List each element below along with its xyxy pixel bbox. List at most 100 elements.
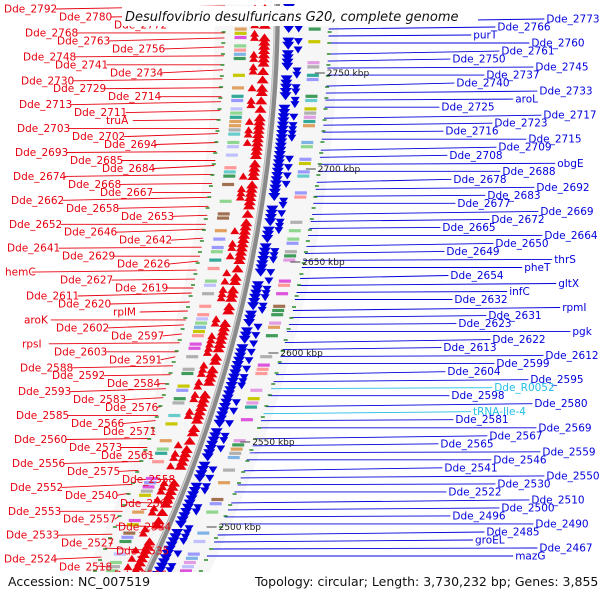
- left-gene-label[interactable]: Dde_2741: [55, 59, 108, 71]
- right-gene-label[interactable]: Dde_2733: [539, 86, 592, 98]
- right-gene-label[interactable]: Dde_2715: [528, 134, 581, 146]
- left-gene-label[interactable]: Dde_2674: [13, 171, 67, 183]
- right-gene-label[interactable]: aroL: [515, 94, 538, 106]
- left-gene-label[interactable]: Dde_2763: [57, 35, 110, 47]
- right-gene-label[interactable]: Dde_2708: [449, 150, 502, 162]
- right-gene-label[interactable]: Dde_2467: [539, 543, 592, 555]
- left-gene-label[interactable]: Dde_2583: [73, 394, 126, 406]
- right-gene-label[interactable]: Dde_2565: [440, 438, 493, 450]
- left-gene-label[interactable]: Dde_2534: [118, 522, 172, 534]
- right-gene-label[interactable]: Dde_2665: [442, 222, 495, 234]
- left-gene-label[interactable]: Dde_2591: [109, 354, 162, 366]
- right-gene-label[interactable]: Dde_2760: [531, 38, 584, 50]
- left-gene-label[interactable]: Dde_2573: [69, 442, 122, 454]
- right-gene-label[interactable]: gltX: [558, 278, 579, 290]
- right-gene-label[interactable]: Dde_2530: [497, 478, 550, 490]
- left-gene-label[interactable]: Dde_2566: [71, 418, 125, 430]
- left-gene-label[interactable]: Dde_2558: [122, 474, 175, 486]
- right-gene-label[interactable]: Dde_2709: [498, 142, 551, 154]
- right-gene-label[interactable]: thrS: [554, 254, 576, 266]
- left-gene-label[interactable]: Dde_2711: [74, 107, 127, 119]
- left-gene-label[interactable]: Dde_2702: [72, 131, 125, 143]
- left-gene-label[interactable]: Dde_2626: [117, 259, 171, 271]
- right-gene-label[interactable]: Dde_2669: [540, 206, 593, 218]
- right-gene-label[interactable]: Dde_2522: [448, 486, 501, 498]
- left-gene-label[interactable]: Dde_2685: [70, 155, 123, 167]
- right-gene-label[interactable]: Dde_2672: [491, 214, 544, 226]
- left-gene-label[interactable]: Dde_2713: [19, 99, 72, 111]
- left-gene-label[interactable]: Dde_2734: [110, 67, 164, 79]
- right-gene-label[interactable]: Dde_2677: [457, 198, 510, 210]
- left-gene-label[interactable]: Dde_2571: [103, 426, 156, 438]
- left-gene-label[interactable]: Dde_2792: [4, 4, 57, 16]
- right-gene-label[interactable]: Dde_2485: [486, 527, 539, 539]
- left-gene-label[interactable]: Dde_2694: [104, 139, 158, 151]
- right-gene-label[interactable]: Dde_2580: [534, 398, 587, 410]
- left-gene-label[interactable]: Dde_2575: [67, 466, 120, 478]
- left-gene-label[interactable]: Dde_2562: [120, 498, 173, 510]
- right-gene-label[interactable]: mazG: [515, 551, 545, 563]
- right-gene-label[interactable]: Dde_2599: [496, 358, 549, 370]
- right-gene-label[interactable]: Dde_2737: [486, 70, 539, 82]
- right-gene-label[interactable]: Dde_2773: [546, 14, 599, 26]
- right-gene-label[interactable]: pheT: [524, 262, 551, 274]
- right-gene-label[interactable]: Dde_2541: [444, 462, 497, 474]
- left-gene-label[interactable]: Dde_2668: [68, 179, 121, 191]
- left-gene-label[interactable]: Dde_2535: [116, 546, 169, 558]
- left-gene-label[interactable]: Dde_2653: [121, 211, 174, 223]
- left-gene-label[interactable]: Dde_2756: [112, 43, 166, 55]
- right-gene-label[interactable]: purT: [473, 30, 498, 42]
- left-gene-label[interactable]: Dde_2646: [64, 227, 118, 239]
- right-gene-label[interactable]: Dde_2569: [538, 422, 591, 434]
- right-gene-label[interactable]: Dde_2613: [443, 342, 496, 354]
- right-gene-label[interactable]: Dde_2650: [495, 238, 548, 250]
- left-gene-label[interactable]: Dde_2552: [10, 482, 63, 494]
- right-gene-label[interactable]: Dde_2550: [546, 470, 599, 482]
- left-gene-label[interactable]: Dde_2619: [115, 283, 168, 295]
- left-gene-label[interactable]: Dde_2627: [60, 275, 113, 287]
- left-gene-label[interactable]: Dde_2693: [15, 147, 68, 159]
- right-gene-label[interactable]: Dde_2631: [488, 310, 541, 322]
- left-gene-label[interactable]: Dde_2540: [65, 490, 118, 502]
- right-gene-label[interactable]: Dde_2716: [445, 126, 499, 138]
- right-gene-label[interactable]: Dde_2761: [501, 46, 554, 58]
- right-gene-label[interactable]: Dde_2745: [535, 62, 588, 74]
- right-gene-label[interactable]: Dde_2598: [451, 390, 504, 402]
- right-gene-label[interactable]: Dde_2766: [497, 22, 551, 34]
- left-gene-label[interactable]: Dde_2584: [107, 378, 161, 390]
- left-gene-label[interactable]: Dde_2730: [21, 75, 74, 87]
- right-gene-label[interactable]: Dde_2740: [456, 78, 509, 90]
- right-gene-label[interactable]: Dde_2678: [453, 174, 506, 186]
- right-gene-label[interactable]: Dde_2612: [545, 350, 598, 362]
- left-gene-label[interactable]: Dde_2703: [17, 123, 70, 135]
- left-gene-label[interactable]: Dde_2553: [8, 506, 61, 518]
- left-gene-label[interactable]: Dde_2684: [102, 163, 156, 175]
- left-gene-label[interactable]: Dde_2527: [61, 538, 114, 550]
- right-gene-label[interactable]: Dde_2500: [501, 502, 554, 514]
- right-gene-label[interactable]: Dde_2717: [543, 110, 596, 122]
- right-gene-label[interactable]: Dde_2683: [487, 190, 540, 202]
- right-gene-label[interactable]: Dde_2622: [492, 334, 545, 346]
- right-gene-label[interactable]: Dde_2604: [447, 366, 501, 378]
- right-gene-label[interactable]: Dde_2723: [494, 118, 547, 130]
- right-gene-label[interactable]: Dde_2510: [531, 494, 584, 506]
- left-gene-label[interactable]: rpsI: [22, 338, 42, 350]
- left-gene-label[interactable]: Dde_2588: [20, 362, 73, 374]
- left-gene-label[interactable]: aroK: [24, 314, 49, 326]
- left-gene-label[interactable]: Dde_2748: [23, 51, 76, 63]
- left-gene-label[interactable]: Dde_2714: [108, 91, 162, 103]
- left-gene-label[interactable]: Dde_2576: [105, 402, 159, 414]
- right-gene-label[interactable]: Dde_2649: [446, 246, 499, 258]
- left-gene-label[interactable]: Dde_2561: [101, 450, 154, 462]
- right-gene-label[interactable]: groEL: [475, 535, 505, 547]
- right-gene-label[interactable]: Dde_R0052: [494, 382, 554, 394]
- left-gene-label[interactable]: Dde_2611: [26, 291, 79, 303]
- right-gene-label[interactable]: tRNA-Ile-4: [473, 406, 526, 418]
- right-gene-label[interactable]: Dde_2546: [493, 454, 547, 466]
- left-gene-label[interactable]: Dde_2560: [14, 434, 67, 446]
- left-gene-label[interactable]: Dde_2593: [18, 386, 71, 398]
- left-gene-label[interactable]: Dde_2667: [100, 187, 153, 199]
- right-gene-label[interactable]: Dde_2725: [441, 102, 494, 114]
- right-gene-label[interactable]: Dde_2623: [458, 318, 511, 330]
- left-gene-label[interactable]: Dde_2518: [59, 562, 112, 574]
